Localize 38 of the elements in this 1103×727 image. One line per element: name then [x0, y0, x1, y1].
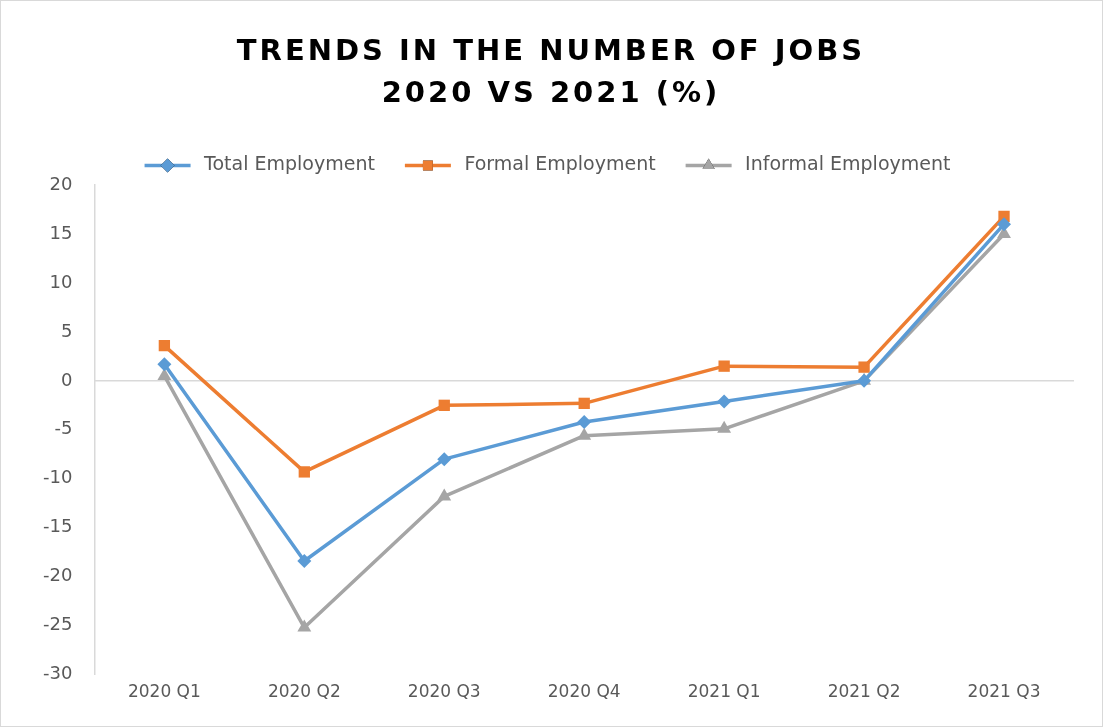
legend-label: Formal Employment	[464, 152, 656, 175]
y-tick-label: -10	[42, 466, 73, 488]
x-tick-label: 2021 Q2	[827, 681, 901, 702]
y-tick-label: -30	[42, 662, 73, 684]
x-tick-label: 2020 Q2	[267, 681, 341, 702]
point	[718, 360, 730, 372]
point	[577, 414, 592, 429]
point	[437, 488, 452, 501]
point	[717, 420, 732, 433]
point	[578, 397, 590, 410]
y-tick-label: -15	[42, 515, 73, 537]
y-tick-label: 5	[60, 319, 73, 341]
point	[438, 399, 450, 411]
y-tick-label: 10	[49, 270, 73, 292]
point	[157, 357, 172, 372]
x-tick-label: 2021 Q3	[967, 681, 1041, 702]
legend-label: Informal Employment	[745, 152, 951, 175]
y-tick-label: 0	[60, 368, 73, 390]
point	[297, 554, 312, 569]
y-tick-label: 20	[49, 172, 73, 194]
y-tick-label: -20	[42, 564, 73, 586]
x-tick-label: 2021 Q1	[687, 681, 761, 702]
x-tick-label: 2020 Q3	[407, 681, 481, 702]
x-tick-label: 2020 Q4	[547, 681, 621, 702]
y-tick-label: -5	[54, 417, 73, 439]
point	[158, 339, 171, 352]
point	[577, 427, 592, 440]
x-tick-label: 2020 Q1	[127, 681, 201, 702]
y-tick-label: 15	[49, 221, 73, 243]
point	[717, 394, 732, 409]
legend-label: Total Employment	[203, 152, 375, 175]
chart-title: TRENDS IN THE NUMBER OF JOBS 2020 VS 2021 (%)	[235, 32, 867, 111]
y-tick-label: -25	[42, 613, 73, 635]
point	[997, 217, 1012, 232]
point	[297, 619, 312, 632]
point	[298, 466, 310, 478]
point	[858, 361, 870, 373]
point	[437, 452, 452, 467]
